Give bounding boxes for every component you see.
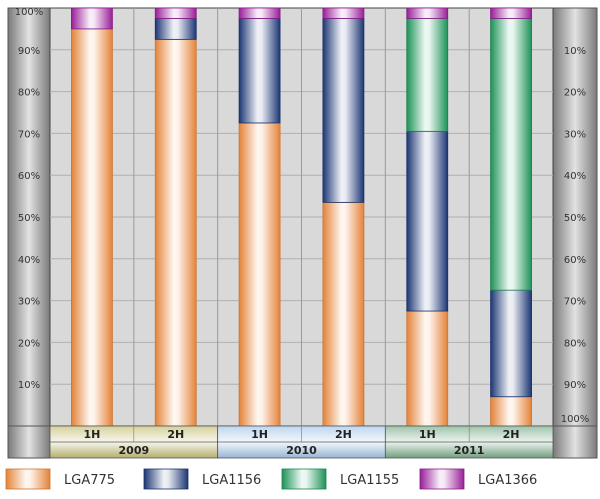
right-tick-label: 20% xyxy=(564,88,586,99)
x-group-label: 2011 xyxy=(454,444,485,457)
right-tick-label: 60% xyxy=(564,255,586,266)
corner-panel-left xyxy=(7,425,51,459)
left-tick-label: 70% xyxy=(18,129,40,140)
left-tick-label: 10% xyxy=(18,380,40,391)
bar-lga775-1 xyxy=(154,38,197,427)
left-tick-label: 50% xyxy=(18,213,40,224)
left-tick-label: 60% xyxy=(18,171,40,182)
legend-label: LGA1366 xyxy=(478,473,537,488)
left-tick-label: 100% xyxy=(15,7,44,18)
left-tick-label: 30% xyxy=(18,297,40,308)
right-tick-label: 70% xyxy=(564,297,586,308)
bar-lga1366-4 xyxy=(406,7,449,19)
right-tick-label: 30% xyxy=(564,129,586,140)
legend-swatch xyxy=(143,468,189,490)
x-group-label: 2010 xyxy=(286,444,317,457)
bar-lga1366-5 xyxy=(490,7,532,19)
legend-label: LGA1155 xyxy=(340,473,399,488)
left-tick-label: 40% xyxy=(18,255,40,266)
right-tick-label: 10% xyxy=(564,46,586,57)
x-category-label: 1H xyxy=(419,428,436,441)
x-category-label: 1H xyxy=(251,428,268,441)
right-axis-panel xyxy=(552,7,598,427)
bar-lga1156-4 xyxy=(406,130,449,312)
bar-lga775-4 xyxy=(406,310,449,427)
corner-panel-right xyxy=(552,425,598,459)
right-tick-label: 50% xyxy=(564,213,586,224)
bar-lga1156-3 xyxy=(322,18,365,203)
bar-lga775-0 xyxy=(71,28,113,427)
right-tick-label: 40% xyxy=(564,171,586,182)
legend-swatch xyxy=(419,468,465,490)
bar-lga1156-2 xyxy=(238,18,281,124)
bar-lga1366-0 xyxy=(71,7,113,30)
x-category-label: 2H xyxy=(167,428,184,441)
left-axis-panel xyxy=(7,7,51,427)
bar-lga1155-4 xyxy=(406,18,449,132)
left-tick-label: 80% xyxy=(18,88,40,99)
right-tick-label: 100% xyxy=(561,414,590,425)
x-category-label: 2H xyxy=(335,428,352,441)
bar-lga775-5 xyxy=(490,396,532,427)
right-tick-label: 90% xyxy=(564,380,586,391)
bar-lga1366-2 xyxy=(238,7,281,19)
legend-label: LGA1156 xyxy=(202,473,261,488)
bar-lga775-2 xyxy=(238,122,281,427)
legend-swatch xyxy=(281,468,327,490)
left-tick-label: 20% xyxy=(18,338,40,349)
x-category-label: 2H xyxy=(503,428,520,441)
bar-lga1366-1 xyxy=(154,7,197,19)
x-category-label: 1H xyxy=(83,428,100,441)
right-tick-label: 80% xyxy=(564,338,586,349)
bar-lga775-3 xyxy=(322,201,365,427)
legend-label: LGA775 xyxy=(64,473,115,488)
left-tick-label: 90% xyxy=(18,46,40,57)
x-group-label: 2009 xyxy=(119,444,150,457)
bar-lga1156-1 xyxy=(154,18,197,40)
bar-lga1366-3 xyxy=(322,7,365,19)
legend-swatch xyxy=(5,468,51,490)
bar-lga1155-5 xyxy=(490,18,532,291)
bar-lga1156-5 xyxy=(490,289,532,398)
